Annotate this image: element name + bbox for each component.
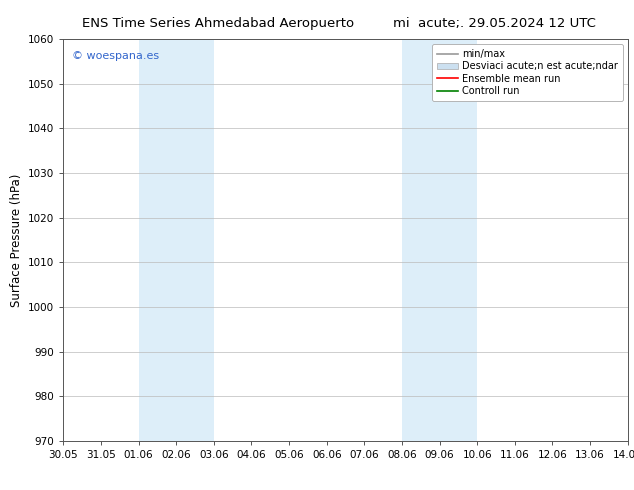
- Text: © woespana.es: © woespana.es: [72, 51, 159, 61]
- Bar: [402, 39, 477, 441]
- Text: ENS Time Series Ahmedabad Aeropuerto: ENS Time Series Ahmedabad Aeropuerto: [82, 17, 354, 30]
- Text: mi  acute;. 29.05.2024 12 UTC: mi acute;. 29.05.2024 12 UTC: [393, 17, 596, 30]
- Legend: min/max, Desviaci acute;n est acute;ndar, Ensemble mean run, Controll run: min/max, Desviaci acute;n est acute;ndar…: [432, 44, 623, 101]
- Y-axis label: Surface Pressure (hPa): Surface Pressure (hPa): [10, 173, 23, 307]
- Bar: [139, 39, 214, 441]
